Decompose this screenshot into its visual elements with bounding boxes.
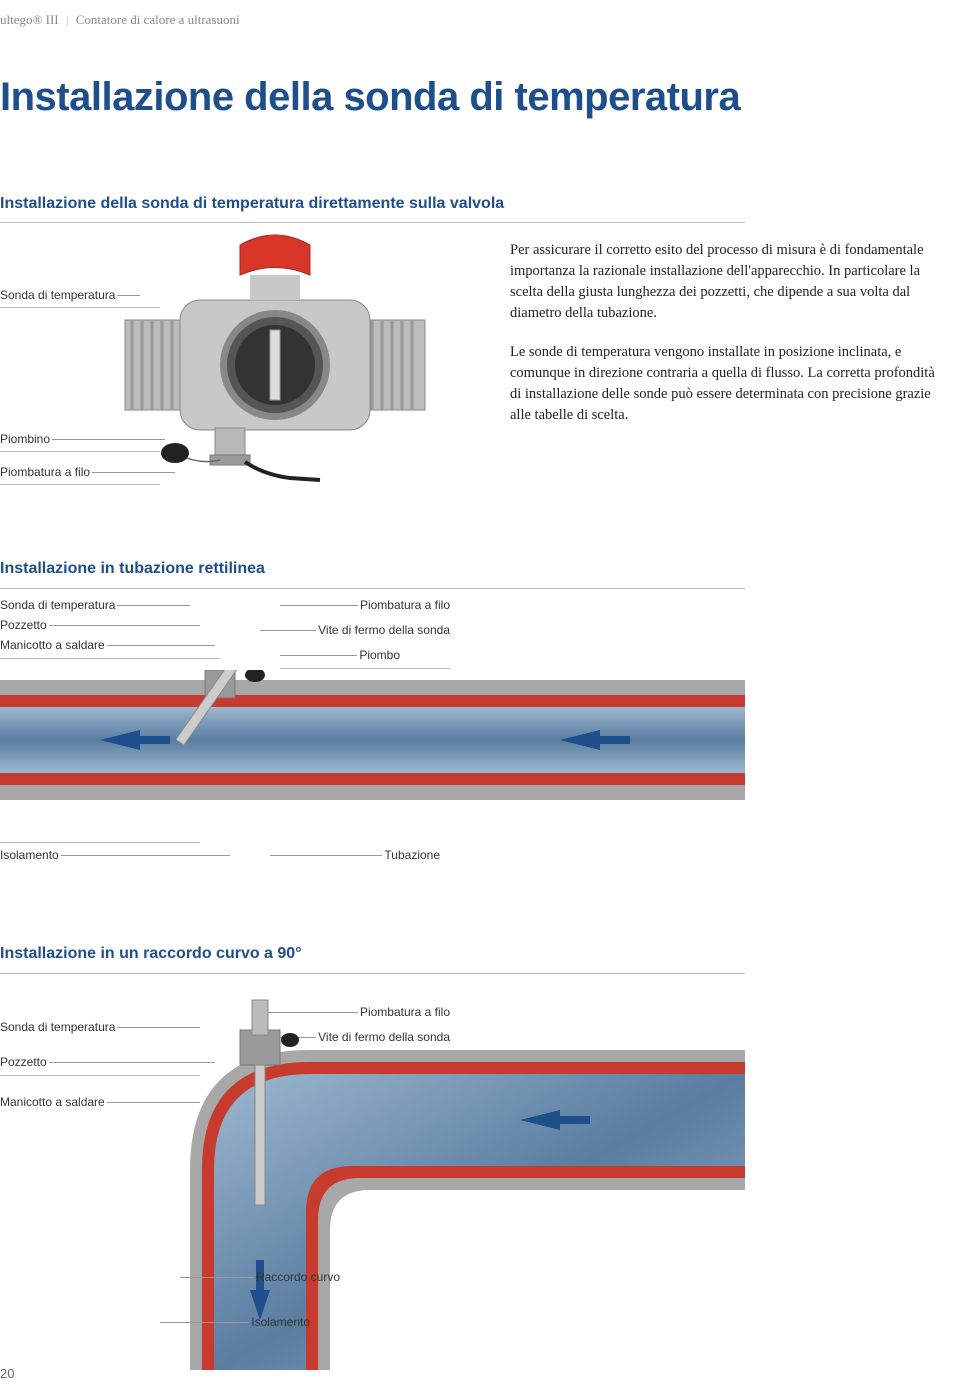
rule (0, 658, 220, 659)
para2: Le sonde di temperatura vengono installa… (510, 342, 940, 426)
product-subtitle: Contatore di calore a ultrasuoni (76, 12, 240, 27)
page-header: ultego® III | Contatore di calore a ultr… (0, 12, 240, 28)
label-s3-raccordo: Raccordo curvo (180, 1270, 340, 1284)
rule (0, 222, 745, 223)
pipe-straight-diagram (0, 670, 745, 810)
label-s3-isolamento: Isolamento (160, 1315, 310, 1329)
label-s2-vite: Vite di fermo della sonda (260, 623, 450, 637)
page-number: 20 (0, 1366, 14, 1381)
rule (0, 842, 170, 843)
para1: Per assicurare il corretto esito del pro… (510, 240, 940, 324)
rule (0, 973, 745, 974)
label-s2-tubazione: Tubazione (270, 848, 440, 862)
rule (0, 307, 160, 308)
rule (0, 451, 160, 452)
section1-title: Installazione della sonda di temperatura… (0, 195, 504, 213)
main-title: Installazione della sonda di temperatura (0, 75, 740, 120)
rule (280, 668, 450, 669)
rule (0, 588, 745, 589)
section2-title: Installazione in tubazione rettilinea (0, 560, 265, 578)
section3-title: Installazione in un raccordo curvo a 90° (0, 945, 302, 963)
label-s2-sonda: Sonda di temperatura (0, 598, 190, 612)
product-name: ultego® III (0, 12, 59, 27)
rule (0, 484, 160, 485)
pipe-curve-diagram (100, 990, 745, 1370)
separator: | (66, 12, 69, 27)
label-sonda: Sonda di temperatura (0, 288, 140, 302)
label-s2-pozzetto: Pozzetto (0, 618, 200, 632)
label-piombino: Piombino (0, 432, 165, 446)
label-piombatura: Piombatura a filo (0, 465, 175, 479)
label-s2-piombatura: Piombatura a filo (280, 598, 450, 612)
body-text: Per assicurare il corretto esito del pro… (510, 240, 940, 444)
label-s2-manicotto: Manicotto a saldare (0, 638, 215, 652)
label-s2-isolamento: Isolamento (0, 848, 230, 862)
label-s2-piombo: Piombo (280, 648, 400, 662)
valve-diagram (120, 230, 430, 490)
